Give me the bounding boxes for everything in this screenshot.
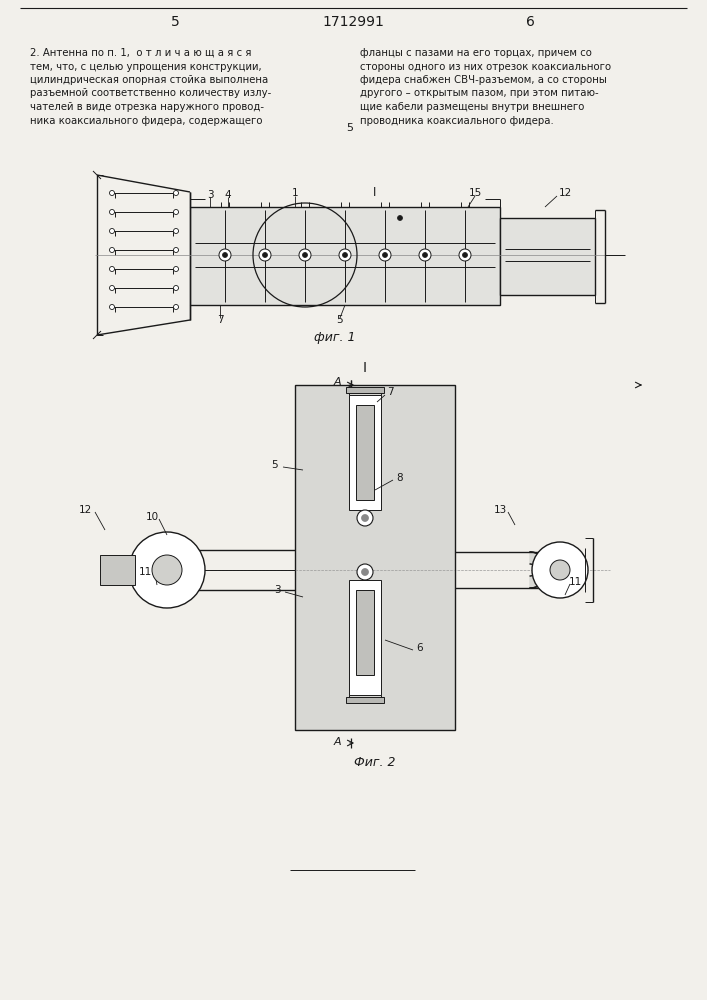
Text: 10: 10: [146, 512, 158, 522]
Text: тем, что, с целью упрощения конструкции,: тем, что, с целью упрощения конструкции,: [30, 62, 262, 72]
Circle shape: [110, 229, 115, 233]
Circle shape: [339, 249, 351, 261]
Text: 11: 11: [139, 567, 151, 577]
Circle shape: [532, 542, 588, 598]
Text: щие кабели размещены внутри внешнего: щие кабели размещены внутри внешнего: [360, 102, 585, 112]
Circle shape: [173, 304, 178, 310]
Bar: [500, 218, 595, 295]
Text: 5: 5: [170, 15, 180, 29]
Text: чателей в виде отрезка наружного провод-: чателей в виде отрезка наружного провод-: [30, 102, 264, 112]
Text: Фиг. 2: Фиг. 2: [354, 756, 396, 768]
Text: 3: 3: [274, 585, 280, 595]
Bar: [356, 590, 374, 675]
Circle shape: [357, 510, 373, 526]
Text: проводника коаксиального фидера.: проводника коаксиального фидера.: [360, 115, 554, 125]
Text: стороны одного из них отрезок коаксиального: стороны одного из них отрезок коаксиальн…: [360, 62, 611, 72]
Text: I: I: [373, 186, 377, 200]
Text: 8: 8: [397, 473, 403, 483]
Circle shape: [173, 247, 178, 252]
Circle shape: [129, 532, 205, 608]
Text: другого – открытым пазом, при этом питаю-: другого – открытым пазом, при этом питаю…: [360, 89, 599, 99]
Text: 13: 13: [493, 505, 507, 515]
Text: ника коаксиального фидера, содержащего: ника коаксиального фидера, содержащего: [30, 115, 262, 125]
Text: 7: 7: [387, 387, 393, 397]
Text: 11: 11: [568, 577, 582, 587]
Circle shape: [342, 252, 348, 257]
Circle shape: [357, 564, 373, 580]
Text: фиг. 1: фиг. 1: [314, 332, 356, 344]
Circle shape: [110, 304, 115, 310]
Circle shape: [173, 190, 178, 196]
Text: 12: 12: [78, 505, 92, 515]
Circle shape: [361, 568, 368, 576]
Circle shape: [173, 229, 178, 233]
Text: 1: 1: [292, 188, 298, 198]
Bar: [346, 697, 384, 703]
Circle shape: [110, 266, 115, 271]
Text: фидера снабжен СВЧ-разъемом, а со стороны: фидера снабжен СВЧ-разъемом, а со сторон…: [360, 75, 607, 85]
Bar: [295, 385, 455, 730]
Circle shape: [219, 249, 231, 261]
Circle shape: [303, 252, 308, 257]
Text: 7: 7: [216, 315, 223, 325]
Circle shape: [173, 210, 178, 215]
Text: разъемной соответственно количеству излу-: разъемной соответственно количеству излу…: [30, 89, 271, 99]
Text: фланцы с пазами на его торцах, причем со: фланцы с пазами на его торцах, причем со: [360, 48, 592, 58]
Circle shape: [459, 249, 471, 261]
Circle shape: [110, 247, 115, 252]
Circle shape: [262, 252, 267, 257]
Circle shape: [382, 252, 387, 257]
Text: 12: 12: [559, 188, 572, 198]
Circle shape: [299, 249, 311, 261]
Text: 3: 3: [206, 190, 214, 200]
Text: 6: 6: [525, 15, 534, 29]
Circle shape: [173, 266, 178, 271]
Circle shape: [173, 286, 178, 290]
Text: 1712991: 1712991: [322, 15, 384, 29]
Text: цилиндрическая опорная стойка выполнена: цилиндрическая опорная стойка выполнена: [30, 75, 268, 85]
Circle shape: [110, 210, 115, 215]
Circle shape: [379, 249, 391, 261]
Circle shape: [110, 190, 115, 196]
Bar: [346, 387, 384, 393]
Bar: [356, 405, 374, 500]
Circle shape: [423, 252, 428, 257]
Circle shape: [550, 560, 570, 580]
Text: A: A: [333, 377, 341, 387]
Text: 5: 5: [271, 460, 279, 470]
Text: 15: 15: [468, 188, 481, 198]
Circle shape: [462, 252, 467, 257]
Text: A: A: [333, 737, 341, 747]
Text: 6: 6: [416, 643, 423, 653]
Bar: [349, 395, 381, 510]
Circle shape: [361, 514, 368, 522]
Bar: [100, 555, 135, 585]
Circle shape: [152, 555, 182, 585]
Text: 4: 4: [225, 190, 231, 200]
Circle shape: [223, 252, 228, 257]
Circle shape: [259, 249, 271, 261]
Circle shape: [397, 216, 402, 221]
Bar: [190, 207, 500, 305]
Text: 5: 5: [337, 315, 344, 325]
Circle shape: [110, 286, 115, 290]
Text: 5: 5: [346, 123, 354, 133]
Text: I: I: [363, 361, 367, 375]
Polygon shape: [530, 552, 548, 588]
Text: 2. Антенна по п. 1,  о т л и ч а ю щ а я с я: 2. Антенна по п. 1, о т л и ч а ю щ а я …: [30, 48, 252, 58]
Bar: [349, 580, 381, 695]
Circle shape: [419, 249, 431, 261]
